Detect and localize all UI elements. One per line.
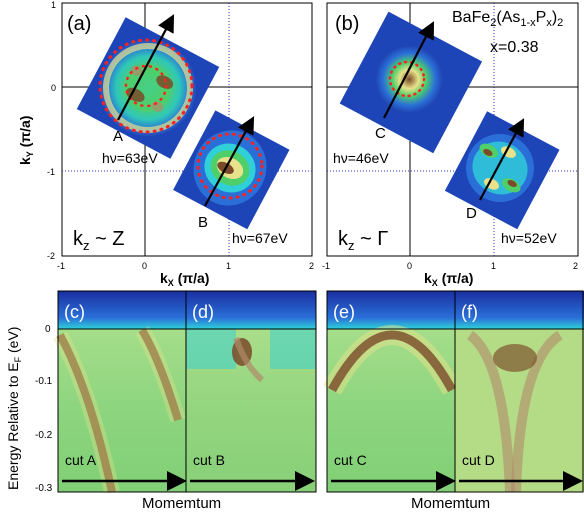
panel-b-kz-label: kz ~ Γ — [338, 228, 388, 253]
cut-c-arrow — [383, 21, 435, 119]
bottom-ylabel: Energy Relative to EF (eV) — [5, 327, 23, 490]
cut-b-letter: B — [198, 214, 208, 231]
panel-a-ytick-1: 1 — [51, 0, 56, 10]
bottom-panels: (c) cut A (d) cut B (e) cut C — [5, 290, 584, 512]
cut-c-label: cut C — [334, 452, 367, 468]
map-c-fermi-contour — [388, 60, 426, 98]
cut-b-arrow — [204, 116, 255, 207]
bottom-xlabel-left: Momemtum — [142, 495, 221, 512]
map-d-patch — [444, 111, 560, 230]
panel-a-xtick-m1: -1 — [57, 261, 65, 271]
panel-b-xtick-0: 0 — [407, 261, 412, 271]
panel-e: (e) cut C — [323, 291, 461, 492]
bottom-ytick-0: 0 — [45, 324, 51, 335]
hv-b-label: hν=67eV — [232, 230, 288, 246]
panel-c: (c) cut A — [52, 291, 186, 494]
panel-a-xlabel: kX (π/a) — [160, 270, 209, 288]
map-a-inner-contour — [124, 64, 168, 108]
panel-b-label: (b) — [335, 13, 359, 35]
panel-b-xlabel: kX (π/a) — [424, 270, 473, 288]
bottom-ytick-m02: -0.2 — [35, 430, 53, 441]
panel-a-ylabel: kY (π/a) — [17, 116, 35, 165]
panel-b-xtick-1: 1 — [491, 261, 496, 271]
panel-a-kz-label: kz ~ Z — [73, 228, 125, 253]
panel-f: (f) cut D — [455, 291, 584, 493]
bottom-xlabel-right: Momemtum — [411, 495, 490, 512]
map-b-fermi-contour — [196, 132, 264, 200]
cut-a-arrow — [117, 14, 175, 121]
panel-ef-frame — [326, 290, 584, 493]
cut-d-label: cut D — [462, 452, 495, 468]
panel-b-xtick-m1: -1 — [322, 261, 330, 271]
panel-e-label: (e) — [333, 302, 355, 322]
cut-a-letter: A — [113, 128, 123, 145]
panel-a-label: (a) — [67, 13, 91, 35]
doping-label: x=0.38 — [490, 39, 539, 56]
panel-a-xtick-2: 2 — [309, 261, 314, 271]
hv-d-label: hν=52eV — [501, 230, 557, 246]
bottom-ytick-m03: -0.3 — [35, 483, 53, 494]
panel-f-label: (f) — [461, 302, 478, 322]
panel-d: (d) cut B — [186, 291, 316, 492]
bottom-ytick-m01: -0.1 — [35, 376, 53, 387]
map-c-patch — [339, 11, 483, 154]
compound-formula: BaFe2(As1-xPx)2 — [452, 9, 563, 29]
panel-a-frame — [61, 2, 313, 257]
panel-b-frame — [326, 2, 579, 257]
panel-c-label: (c) — [64, 302, 85, 322]
panel-a-xtick-1: 1 — [226, 261, 231, 271]
cut-b-label: cut B — [193, 452, 225, 468]
panel-a-xtick-0: 0 — [142, 261, 147, 271]
cut-c-letter: C — [375, 125, 386, 142]
panel-a-ytick-m1: -1 — [47, 167, 55, 177]
map-b-patch — [173, 110, 290, 230]
hv-a-label: hν=63eV — [102, 150, 158, 166]
hv-c-label: hν=46eV — [333, 150, 389, 166]
cut-a-label: cut A — [65, 452, 97, 468]
panel-d-label: (d) — [192, 302, 214, 322]
panel-a-ytick-m2: -2 — [47, 251, 55, 261]
panel-b-xtick-2: 2 — [573, 261, 578, 271]
panel-a: (a) A hν=63eV B hν=67eV kz ~ Z -1 0 1 2 … — [17, 0, 314, 288]
map-a-patch — [76, 17, 220, 159]
panel-cd-frame — [57, 290, 317, 493]
map-a-fermi-contour — [98, 38, 194, 134]
cut-d-letter: D — [466, 205, 477, 222]
panel-a-ytick-0: 0 — [51, 83, 56, 93]
cut-d-arrow — [479, 118, 525, 201]
panel-b: (b) BaFe2(As1-xPx)2 x=0.38 C hν=46eV D h… — [322, 2, 579, 288]
